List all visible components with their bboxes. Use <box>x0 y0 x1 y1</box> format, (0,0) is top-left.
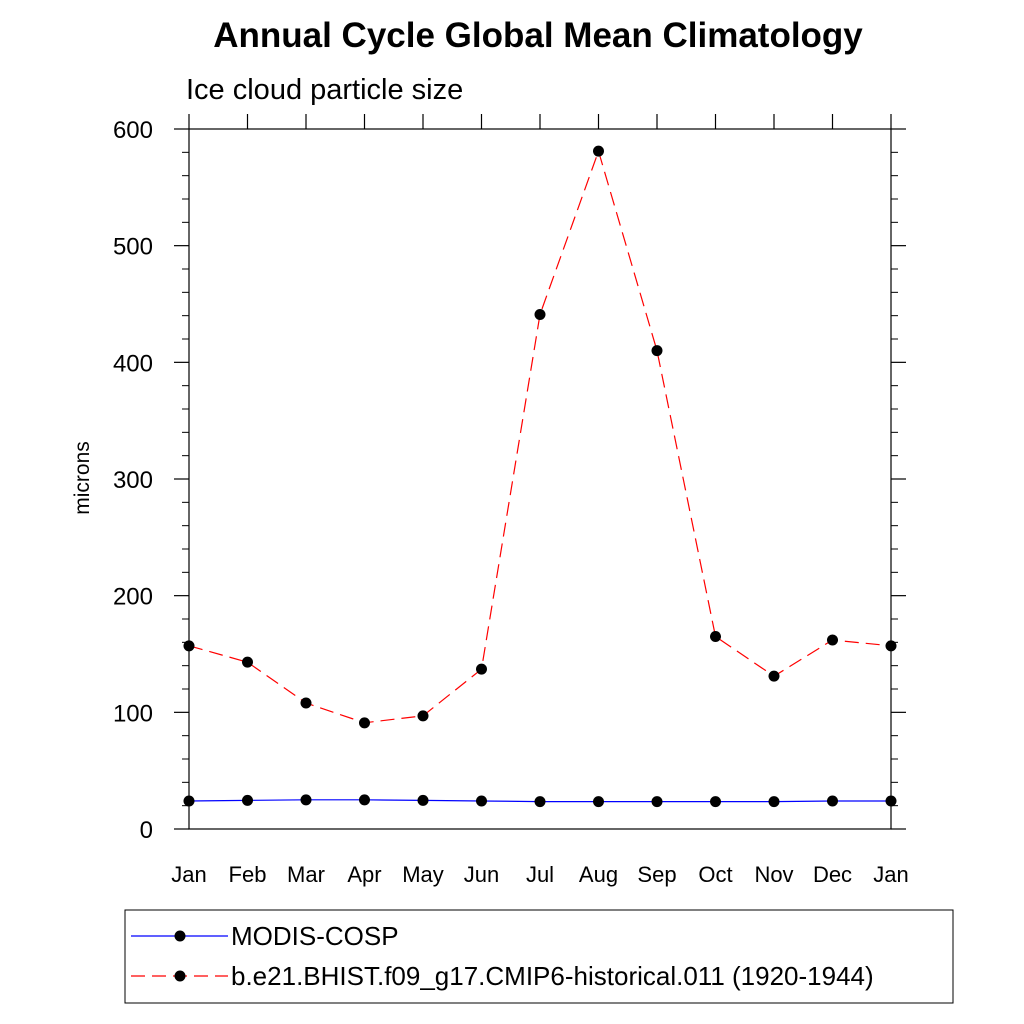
x-tick-label: Mar <box>287 862 325 887</box>
series-0-point <box>651 796 663 808</box>
series-0-point <box>300 794 312 806</box>
series-0-point <box>827 795 838 807</box>
x-tick-label: Aug <box>579 862 618 887</box>
legend-label-modis-cosp: MODIS-COSP <box>231 921 399 951</box>
x-tick-label: May <box>402 862 444 887</box>
series-1-point <box>651 345 663 357</box>
y-tick-label: 200 <box>113 584 153 611</box>
x-tick-label: Dec <box>813 862 852 887</box>
series-1-point <box>593 145 604 157</box>
series-1-point <box>768 670 780 682</box>
x-tick-label: Feb <box>229 862 267 887</box>
legend: MODIS-COSP b.e21.BHIST.f09_g17.CMIP6-his… <box>124 909 954 1004</box>
x-tick-label: Jun <box>464 862 499 887</box>
series-0-point <box>593 796 604 808</box>
series-1-point <box>476 663 487 675</box>
series-0-point <box>359 794 370 806</box>
series-line-1 <box>188 149 892 724</box>
series-0-point <box>710 796 721 808</box>
series-1-point <box>183 640 195 652</box>
series-1-point <box>710 631 721 642</box>
x-tick-label: Nov <box>754 862 793 887</box>
y-tick-label: 400 <box>113 350 153 377</box>
series-layer <box>183 145 897 808</box>
x-tick-labels: Jan Feb Mar Apr May Jun Jul Aug Sep Oct Nov Dec Jan <box>171 862 908 887</box>
y-tick-label: 0 <box>140 817 153 844</box>
y-tick-label: 300 <box>113 467 153 494</box>
series-1-point <box>534 309 546 320</box>
x-tick-label: Sep <box>637 862 676 887</box>
x-tick-label: Jul <box>526 862 554 887</box>
y-tick-labels: 0 100 200 300 400 500 600 <box>113 117 153 844</box>
y-axis-label: microns <box>71 441 94 515</box>
series-0-point <box>885 795 897 807</box>
y-tick-label: 100 <box>113 700 153 727</box>
series-1-point <box>300 697 312 709</box>
series-0-point <box>476 795 487 807</box>
chart-subtitle: Ice cloud particle size <box>186 74 463 106</box>
legend-label-cesm-historical: b.e21.BHIST.f09_g17.CMIP6-historical.011… <box>231 961 874 991</box>
series-1-point <box>885 640 897 652</box>
series-0-point <box>242 794 253 806</box>
series-0-point <box>534 796 546 808</box>
x-tick-label: Oct <box>698 862 732 887</box>
y-tick-label: 600 <box>113 117 153 144</box>
x-tick-label: Jan <box>171 862 206 887</box>
legend-marker-modis-cosp <box>174 930 186 942</box>
series-0-point <box>417 794 429 806</box>
series-0-point <box>768 796 780 808</box>
series-1-point <box>417 710 429 722</box>
x-tick-label: Apr <box>347 862 381 887</box>
series-1-point <box>242 656 253 668</box>
plot-frame <box>188 128 892 830</box>
y-tick-label: 500 <box>113 234 153 261</box>
axis-ticks <box>174 114 906 830</box>
legend-box <box>124 909 954 1004</box>
x-tick-label: Jan <box>873 862 908 887</box>
legend-marker-cesm-historical <box>174 970 186 982</box>
series-1-point <box>827 634 838 646</box>
chart-title: Annual Cycle Global Mean Climatology <box>213 16 863 55</box>
series-1-point <box>359 717 370 729</box>
series-0-point <box>183 795 195 807</box>
